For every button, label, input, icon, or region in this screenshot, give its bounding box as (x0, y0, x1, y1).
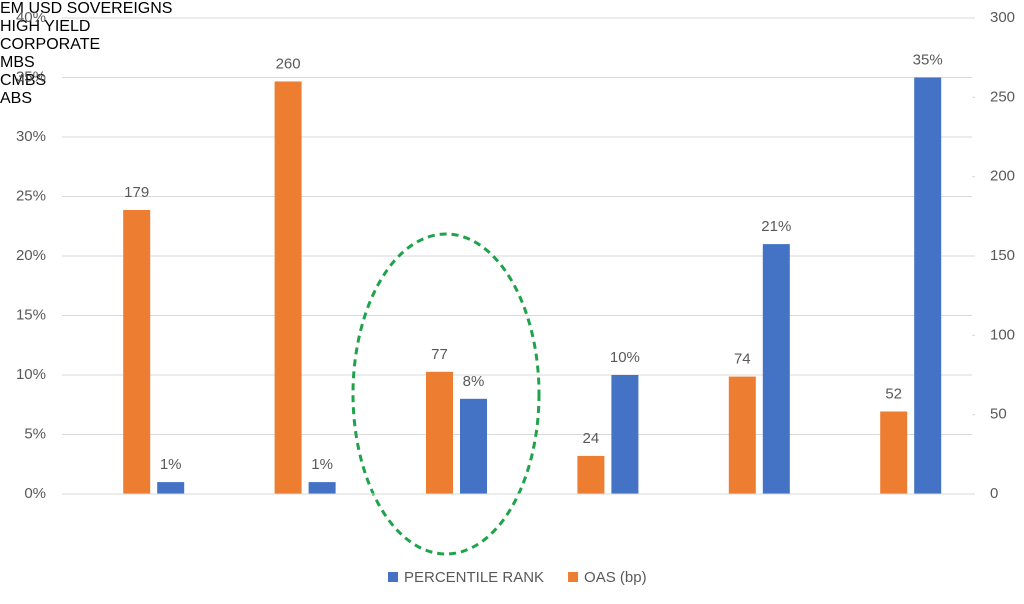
bar (274, 81, 302, 494)
data-label: 77 (431, 346, 448, 363)
y-tick-label: 10% (16, 366, 46, 383)
bar (426, 371, 453, 494)
data-label: 179 (124, 184, 149, 201)
bar (762, 244, 790, 494)
y2-tick-label: 100 (990, 326, 1015, 343)
y2-tick-label: 200 (990, 168, 1015, 185)
x-tick-label: HIGH YIELD (0, 18, 91, 35)
bar (611, 375, 639, 494)
x-tick-label: CORPORATE (0, 36, 101, 53)
bar (157, 482, 185, 494)
x-tick-label: MBS (0, 54, 35, 71)
bar (308, 482, 336, 494)
data-label: 8% (463, 373, 485, 390)
x-tick-label: EM USD SOVEREIGNS (0, 0, 173, 17)
data-label: 10% (610, 349, 640, 366)
y2-tick-label: 50 (990, 406, 1007, 423)
y-tick-label: 0% (24, 485, 46, 502)
legend-swatch (388, 572, 398, 582)
legend-label: PERCENTILE RANK (404, 569, 544, 586)
y-tick-label: 35% (16, 68, 46, 85)
bar (914, 77, 942, 494)
legend-label: OAS (bp) (584, 569, 647, 586)
data-label: 1% (160, 456, 182, 473)
grid (62, 17, 975, 495)
y2-tick-label: 150 (990, 247, 1015, 264)
bar (123, 209, 151, 494)
y-tick-label: 40% (16, 9, 46, 26)
bar (728, 376, 756, 494)
y2-tick-label: 250 (990, 88, 1015, 105)
bar (880, 411, 908, 494)
highlight-ellipse (351, 232, 541, 556)
data-label: 52 (885, 385, 902, 402)
data-label: 35% (913, 51, 943, 68)
bar (577, 455, 605, 494)
y-tick-label: 15% (16, 306, 46, 323)
y-tick-label: 30% (16, 128, 46, 145)
y-tick-label: 5% (24, 425, 46, 442)
bar (460, 398, 487, 494)
legend-swatch (568, 572, 579, 582)
data-label: 21% (761, 218, 791, 235)
y-tick-label: 20% (16, 247, 46, 264)
y2-tick-label: 300 (990, 9, 1015, 26)
data-label: 260 (276, 55, 301, 72)
data-label: 24 (583, 430, 600, 447)
y2-tick-label: 0 (990, 485, 998, 502)
x-tick-label: CMBS (0, 72, 47, 89)
y-tick-label: 25% (16, 187, 46, 204)
bars (123, 77, 942, 494)
data-label: 1% (311, 456, 333, 473)
data-label: 74 (734, 351, 751, 368)
x-tick-label: ABS (0, 90, 33, 107)
